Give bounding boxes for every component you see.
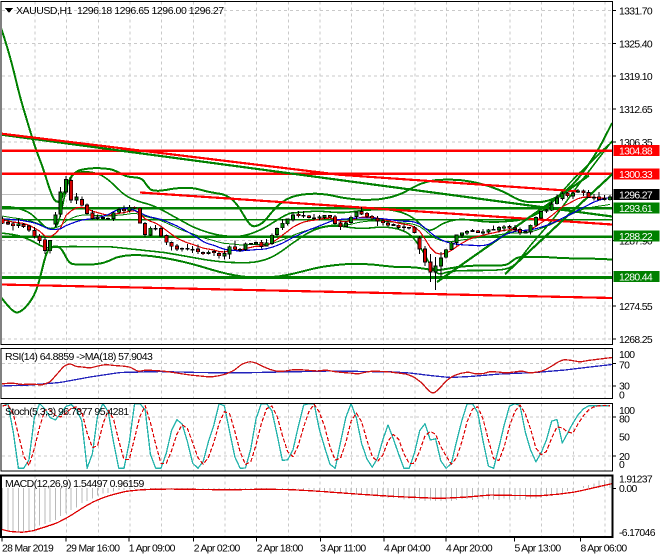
svg-text:1287.90: 1287.90 — [619, 236, 653, 247]
svg-text:2 Apr 02:00: 2 Apr 02:00 — [194, 544, 241, 555]
svg-text:4 Apr 20:00: 4 Apr 20:00 — [446, 544, 493, 555]
svg-text:80: 80 — [619, 414, 630, 425]
svg-text:100: 100 — [619, 350, 635, 361]
svg-text:4 Apr 04:00: 4 Apr 04:00 — [384, 544, 431, 555]
svg-text:8 Apr 06:00: 8 Apr 06:00 — [581, 544, 628, 555]
svg-text:1 Apr 09:00: 1 Apr 09:00 — [129, 544, 176, 555]
svg-text:0.00: 0.00 — [619, 484, 637, 495]
svg-text:2 Apr 18:00: 2 Apr 18:00 — [257, 544, 304, 555]
svg-text:1325.40: 1325.40 — [619, 39, 653, 50]
svg-text:28 Mar 2019: 28 Mar 2019 — [2, 544, 54, 555]
svg-text:0: 0 — [619, 391, 625, 402]
svg-text:-6.17046: -6.17046 — [619, 528, 656, 539]
svg-text:1268.25: 1268.25 — [619, 335, 653, 346]
svg-text:1296.27: 1296.27 — [619, 190, 653, 201]
svg-text:1306.35: 1306.35 — [619, 138, 653, 149]
svg-text:XAUUSD,H1 1296.18 1296.65 129: XAUUSD,H1 1296.18 1296.65 1296.00 1296.2… — [16, 5, 224, 17]
svg-text:29 Mar 16:00: 29 Mar 16:00 — [66, 544, 120, 555]
svg-text:3 Apr 11:00: 3 Apr 11:00 — [320, 544, 366, 555]
svg-text:30: 30 — [619, 382, 630, 393]
svg-text:MACD(12,26,9) 1.54497 0.96159: MACD(12,26,9) 1.54497 0.96159 — [5, 478, 144, 490]
svg-text:50: 50 — [619, 433, 630, 444]
svg-text:20: 20 — [619, 452, 630, 463]
svg-text:0: 0 — [619, 460, 625, 471]
svg-text:70: 70 — [619, 361, 630, 372]
svg-text:1.91237: 1.91237 — [619, 474, 653, 485]
svg-text:1331.70: 1331.70 — [619, 7, 653, 18]
svg-text:1280.44: 1280.44 — [619, 273, 653, 284]
svg-text:1304.88: 1304.88 — [619, 146, 653, 157]
svg-text:RSI(14) 64.8859 ->MA(18) 57.9: RSI(14) 64.8859 ->MA(18) 57.9043 — [5, 351, 153, 363]
svg-text:1300.33: 1300.33 — [619, 170, 653, 181]
svg-text:100: 100 — [619, 406, 635, 417]
svg-text:Stoch(5,3,3) 96.7877 95.4281: Stoch(5,3,3) 96.7877 95.4281 — [5, 406, 129, 418]
svg-text:1293.61: 1293.61 — [619, 204, 653, 215]
svg-text:1319.10: 1319.10 — [619, 72, 653, 83]
svg-text:5 Apr 13:00: 5 Apr 13:00 — [515, 544, 562, 555]
svg-text:1312.65: 1312.65 — [619, 105, 653, 116]
svg-text:1274.55: 1274.55 — [619, 302, 653, 313]
svg-text:1288.22: 1288.22 — [619, 232, 653, 243]
